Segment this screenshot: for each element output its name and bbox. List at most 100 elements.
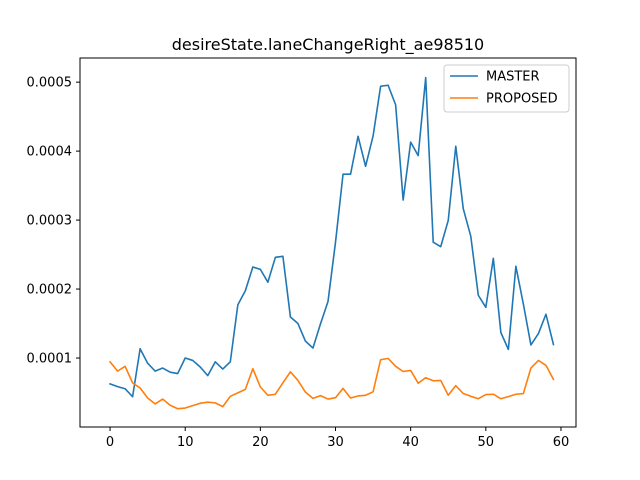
data-point-proposed	[184, 407, 186, 409]
data-point-master	[485, 306, 487, 308]
data-point-proposed	[507, 395, 509, 397]
data-point-proposed	[214, 402, 216, 404]
y-tick-label: 0.0004	[27, 145, 73, 160]
data-point-master	[267, 281, 269, 283]
data-point-master	[492, 257, 494, 259]
data-point-proposed	[485, 393, 487, 395]
data-point-proposed	[139, 387, 141, 389]
data-point-proposed	[177, 408, 179, 410]
data-point-master	[304, 340, 306, 342]
data-point-master	[237, 304, 239, 306]
y-tick-label: 0.0001	[27, 352, 73, 367]
data-point-proposed	[372, 391, 374, 393]
data-point-proposed	[409, 369, 411, 371]
data-point-master	[116, 385, 118, 387]
data-point-proposed	[244, 388, 246, 390]
data-point-master	[244, 290, 246, 292]
data-point-proposed	[192, 404, 194, 406]
data-point-proposed	[537, 359, 539, 361]
data-point-master	[252, 266, 254, 268]
data-point-proposed	[282, 382, 284, 384]
data-point-master	[364, 165, 366, 167]
y-axis: 0.0001 0.0002 0.0003 0.0004 0.0005	[27, 76, 80, 367]
legend-label-proposed: PROPOSED	[486, 92, 558, 107]
data-point-master	[409, 141, 411, 143]
data-point-master	[522, 303, 524, 305]
data-point-master	[199, 366, 201, 368]
data-point-proposed	[470, 395, 472, 397]
x-tick-label: 0	[106, 435, 114, 450]
data-point-proposed	[334, 396, 336, 398]
series-line-proposed	[108, 357, 555, 410]
data-point-proposed	[146, 397, 148, 399]
data-point-proposed	[394, 365, 396, 367]
data-point-master	[192, 359, 194, 361]
data-point-proposed	[349, 397, 351, 399]
plot-frame	[79, 57, 577, 428]
data-point-master	[177, 372, 179, 374]
data-point-proposed	[312, 397, 314, 399]
data-point-proposed	[402, 370, 404, 372]
data-point-proposed	[545, 364, 547, 366]
x-tick-label: 30	[327, 435, 344, 450]
data-point-master	[402, 199, 404, 201]
x-axis: 0 10 20 30 40 50 60	[106, 427, 569, 450]
data-point-master	[394, 104, 396, 106]
data-point-proposed	[522, 392, 524, 394]
data-point-proposed	[304, 391, 306, 393]
data-point-master	[372, 135, 374, 137]
series-points-proposed	[109, 357, 555, 410]
data-point-master	[327, 300, 329, 302]
data-point-proposed	[357, 395, 359, 397]
data-point-master	[342, 173, 344, 175]
data-point-master	[477, 294, 479, 296]
data-point-master	[425, 76, 427, 78]
data-point-proposed	[109, 361, 111, 363]
data-point-master	[379, 85, 381, 87]
data-point-master	[349, 173, 351, 175]
data-point-master	[440, 245, 442, 247]
data-point-master	[552, 343, 554, 345]
data-point-master	[447, 219, 449, 221]
data-point-proposed	[425, 376, 427, 378]
series-layer	[108, 76, 555, 410]
data-point-master	[312, 347, 314, 349]
data-point-master	[124, 388, 126, 390]
data-point-master	[470, 235, 472, 237]
data-point-proposed	[199, 402, 201, 404]
data-point-master	[530, 344, 532, 346]
data-point-master	[282, 255, 284, 257]
data-point-proposed	[440, 379, 442, 381]
data-point-master	[455, 145, 457, 147]
series-points-master	[109, 76, 555, 397]
data-point-master	[417, 154, 419, 156]
data-point-proposed	[289, 371, 291, 373]
x-tick-label: 20	[252, 435, 269, 450]
data-point-master	[109, 383, 111, 385]
data-point-master	[146, 362, 148, 364]
data-point-proposed	[229, 395, 231, 397]
chart-title: desireState.laneChangeRight_ae98510	[172, 35, 484, 55]
data-point-master	[432, 241, 434, 243]
legend: MASTER PROPOSED	[443, 64, 570, 113]
data-point-proposed	[252, 368, 254, 370]
data-point-proposed	[417, 382, 419, 384]
data-point-master	[139, 348, 141, 350]
data-point-master	[131, 395, 133, 397]
y-tick-label: 0.0003	[27, 214, 73, 229]
x-tick-label: 60	[553, 435, 570, 450]
data-point-proposed	[169, 404, 171, 406]
data-point-master	[184, 357, 186, 359]
data-point-master	[222, 368, 224, 370]
data-point-proposed	[530, 367, 532, 369]
y-tick-label: 0.0002	[27, 283, 73, 298]
data-point-master	[207, 374, 209, 376]
data-point-proposed	[455, 384, 457, 386]
data-point-proposed	[342, 387, 344, 389]
data-point-master	[357, 135, 359, 137]
data-point-proposed	[387, 357, 389, 359]
data-point-master	[507, 348, 509, 350]
data-point-master	[462, 208, 464, 210]
data-point-master	[229, 361, 231, 363]
